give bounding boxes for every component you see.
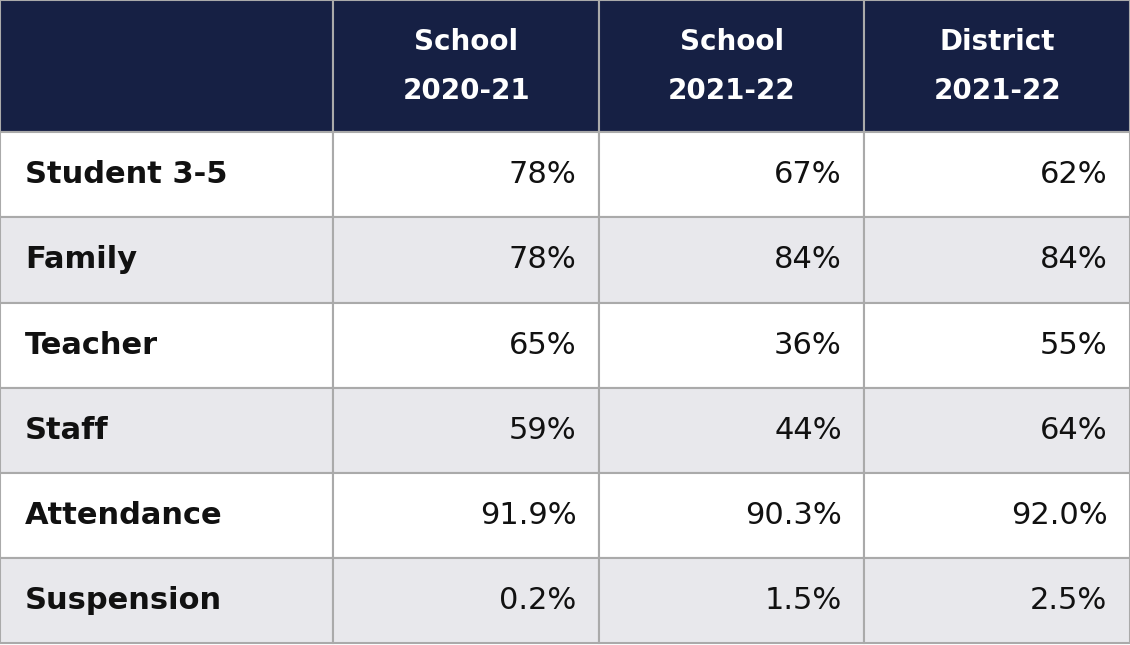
Bar <box>333 303 599 388</box>
Bar <box>864 0 1130 132</box>
Bar <box>333 388 599 473</box>
Bar <box>599 558 864 643</box>
Text: 91.9%: 91.9% <box>479 501 576 530</box>
Bar <box>0 388 333 473</box>
Bar <box>333 473 599 558</box>
Bar <box>599 473 864 558</box>
Text: 78%: 78% <box>508 161 576 189</box>
Bar <box>0 558 333 643</box>
Bar <box>0 473 333 558</box>
Text: Attendance: Attendance <box>25 501 223 530</box>
Text: 92.0%: 92.0% <box>1010 501 1107 530</box>
Text: 36%: 36% <box>774 331 842 359</box>
Text: 62%: 62% <box>1040 161 1107 189</box>
Text: School: School <box>679 28 784 55</box>
Text: 1.5%: 1.5% <box>765 586 842 615</box>
Text: 90.3%: 90.3% <box>745 501 842 530</box>
Text: Student 3-5: Student 3-5 <box>25 161 227 189</box>
Text: District: District <box>939 28 1055 55</box>
Text: Staff: Staff <box>25 416 108 444</box>
Text: Family: Family <box>25 246 137 274</box>
Bar <box>333 217 599 303</box>
Text: 2020-21: 2020-21 <box>402 77 530 104</box>
Text: 67%: 67% <box>774 161 842 189</box>
Text: Teacher: Teacher <box>25 331 158 359</box>
Bar <box>864 388 1130 473</box>
Text: 78%: 78% <box>508 246 576 274</box>
Text: 44%: 44% <box>774 416 842 444</box>
Bar <box>864 558 1130 643</box>
Text: 2021-22: 2021-22 <box>668 77 796 104</box>
Bar <box>864 303 1130 388</box>
Text: School: School <box>414 28 519 55</box>
Bar <box>0 132 333 217</box>
Bar <box>0 0 333 132</box>
Bar <box>599 132 864 217</box>
Text: 84%: 84% <box>774 246 842 274</box>
Text: 65%: 65% <box>508 331 576 359</box>
Text: 2.5%: 2.5% <box>1031 586 1107 615</box>
Bar <box>599 303 864 388</box>
Text: 0.2%: 0.2% <box>499 586 576 615</box>
Bar <box>333 0 599 132</box>
Text: Suspension: Suspension <box>25 586 221 615</box>
Bar <box>333 132 599 217</box>
Bar <box>864 473 1130 558</box>
Bar <box>864 132 1130 217</box>
Bar <box>0 303 333 388</box>
Bar <box>599 217 864 303</box>
Text: 59%: 59% <box>508 416 576 444</box>
Text: 2021-22: 2021-22 <box>933 77 1061 104</box>
Bar <box>333 558 599 643</box>
Bar <box>599 388 864 473</box>
Text: 84%: 84% <box>1040 246 1107 274</box>
Bar <box>0 217 333 303</box>
Text: 64%: 64% <box>1040 416 1107 444</box>
Bar <box>599 0 864 132</box>
Text: 55%: 55% <box>1040 331 1107 359</box>
Bar <box>864 217 1130 303</box>
